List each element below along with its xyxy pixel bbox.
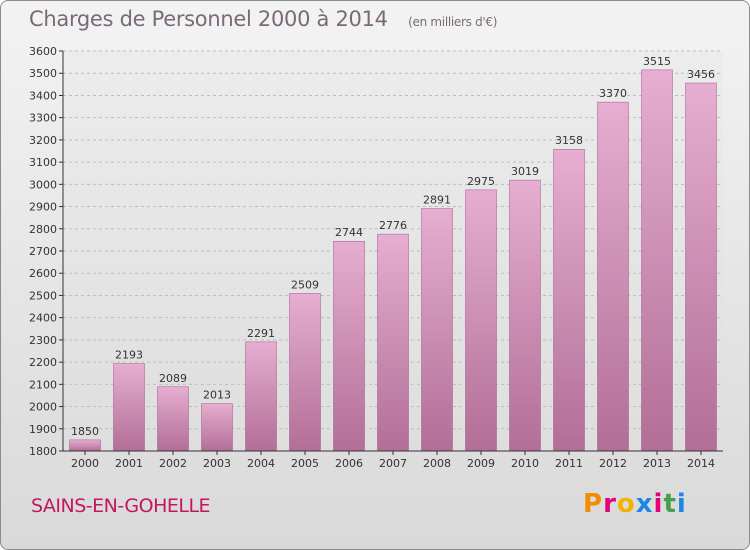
proxiti-logo: Proxiti (583, 489, 687, 519)
y-tick-label: 2700 (29, 245, 57, 258)
bar-2011 (553, 148, 585, 452)
x-tick-label: 2008 (423, 457, 451, 470)
y-tick-label: 2000 (29, 401, 57, 414)
bar-value-label: 2193 (115, 349, 143, 362)
x-axis-ticks: 2000 2001 2002 2003 2004 2005 2006 2007 2008 2009… (71, 451, 715, 470)
logo-letter: i (676, 489, 687, 519)
y-tick-label: 3300 (29, 112, 57, 125)
y-tick-label: 3400 (29, 89, 57, 102)
logo-letter: x (635, 489, 654, 519)
y-tick-label: 1800 (29, 445, 57, 458)
y-tick-label: 3500 (29, 67, 57, 80)
y-tick-label: 3200 (29, 134, 57, 147)
logo-letter: o (616, 489, 636, 519)
bar-2010 (509, 179, 541, 452)
bar-2012 (597, 101, 629, 452)
logo-letter: t (663, 489, 677, 519)
x-tick-label: 2010 (511, 457, 539, 470)
x-tick-label: 2002 (159, 457, 187, 470)
x-tick-label: 2014 (687, 457, 715, 470)
y-tick-label: 3000 (29, 178, 57, 191)
x-tick-label: 2011 (555, 457, 583, 470)
y-tick-label: 3100 (29, 156, 57, 169)
bar-value-label: 3158 (555, 134, 583, 147)
x-tick-label: 2001 (115, 457, 143, 470)
x-tick-label: 2003 (203, 457, 231, 470)
y-tick-label: 2600 (29, 267, 57, 280)
bar-2004 (245, 341, 277, 452)
bar-2005 (289, 293, 321, 452)
bar-value-label: 2744 (335, 226, 363, 239)
bar-2008 (421, 208, 453, 452)
bar-2009 (465, 189, 497, 452)
x-tick-label: 2005 (291, 457, 319, 470)
bar-2014 (685, 82, 717, 452)
bar-2002 (157, 386, 189, 452)
logo-letter: i (653, 489, 664, 519)
bar-value-label: 3019 (511, 165, 539, 178)
bar-2006 (333, 240, 365, 452)
x-tick-label: 2000 (71, 457, 99, 470)
bar-value-label: 3515 (643, 55, 671, 68)
logo-letter: r (603, 489, 617, 519)
x-tick-label: 2007 (379, 457, 407, 470)
bar-value-label: 2891 (423, 194, 451, 207)
chart-title: Charges de Personnel 2000 à 2014 (en mil… (29, 7, 497, 31)
bar-value-label: 3370 (599, 87, 627, 100)
x-tick-label: 2012 (599, 457, 627, 470)
bar-2003 (201, 403, 233, 452)
bar-value-label: 2013 (203, 389, 231, 402)
bars: 1850 2193 2089 2013 2291 2509 2744 2776 2891 2975… (69, 55, 717, 452)
y-tick-label: 2500 (29, 289, 57, 302)
commune-name: SAINS-EN-GOHELLE (31, 495, 211, 517)
y-tick-label: 2300 (29, 334, 57, 347)
y-tick-label: 2200 (29, 356, 57, 369)
chart-title-text: Charges de Personnel 2000 à 2014 (29, 7, 388, 31)
x-tick-label: 2004 (247, 457, 275, 470)
bar-value-label: 2509 (291, 278, 319, 291)
x-tick-label: 2013 (643, 457, 671, 470)
bar-value-label: 1850 (71, 425, 99, 438)
bar-2001 (113, 363, 145, 452)
y-tick-label: 2400 (29, 312, 57, 325)
bar-value-label: 2776 (379, 219, 407, 232)
x-tick-label: 2009 (467, 457, 495, 470)
y-tick-label: 2800 (29, 223, 57, 236)
bar-2000 (69, 439, 101, 452)
y-tick-label: 2100 (29, 378, 57, 391)
bar-value-label: 2089 (159, 372, 187, 385)
y-axis-ticks: 1800 1900 2000 2100 2200 2300 2400 2500 2600 2700… (29, 45, 63, 458)
bar-value-label: 2975 (467, 175, 495, 188)
bar-value-label: 3456 (687, 68, 715, 81)
chart-subtitle: (en milliers d'€) (408, 15, 498, 29)
y-tick-label: 2900 (29, 201, 57, 214)
logo-letter: P (583, 489, 604, 519)
x-tick-label: 2006 (335, 457, 363, 470)
y-tick-label: 1900 (29, 423, 57, 436)
y-tick-label: 3600 (29, 45, 57, 58)
bar-value-label: 2291 (247, 327, 275, 340)
bar-2007 (377, 233, 409, 452)
bar-2013 (641, 69, 673, 452)
